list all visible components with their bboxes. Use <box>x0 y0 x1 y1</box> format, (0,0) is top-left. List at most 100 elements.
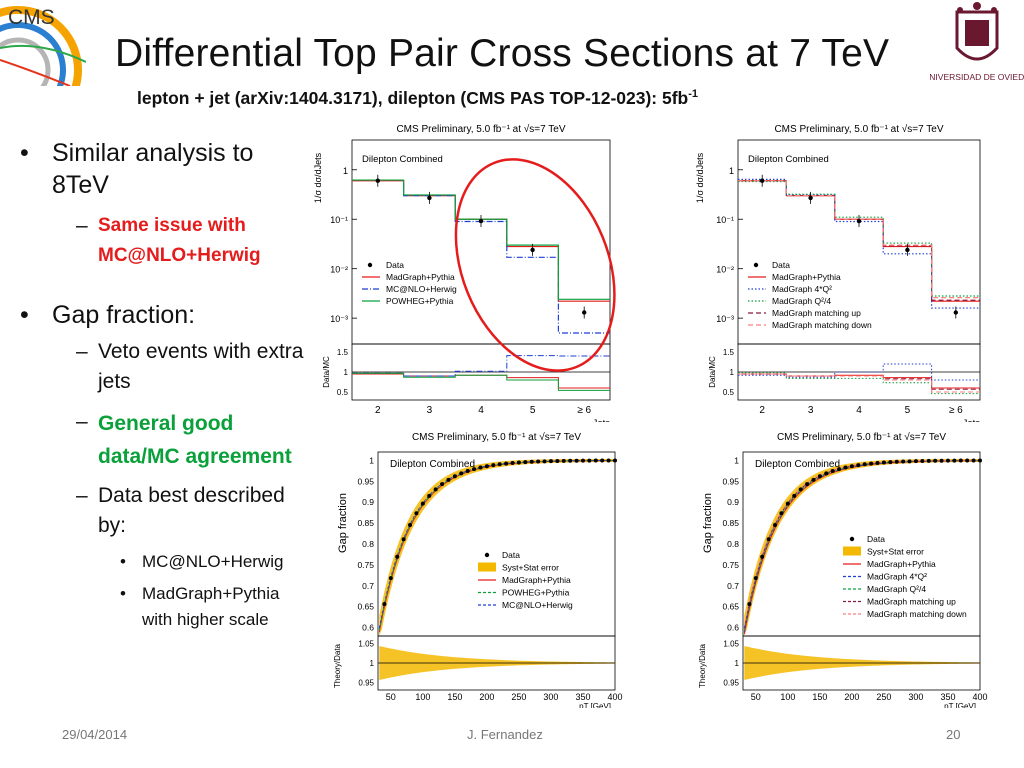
data-point <box>837 467 842 472</box>
mc-curve <box>378 460 614 633</box>
x-tick-label: 150 <box>812 692 827 702</box>
data-point <box>901 459 906 464</box>
data-point <box>587 458 592 463</box>
chart-gap-fraction-madgraph-variations: CMS Preliminary, 5.0 fb⁻¹ at √s=7 TeV 1 0.… <box>698 431 988 708</box>
legend-entry: MadGraph Q²/4 <box>867 584 926 594</box>
chart-header: CMS Preliminary, 5.0 fb⁻¹ at √s=7 TeV <box>396 123 565 135</box>
data-point <box>785 501 790 506</box>
ratio-series-line <box>352 372 610 391</box>
university-logo: UNIVERSIDAD DE OVIEDO <box>923 0 1024 86</box>
ratio-tick-label: 0.95 <box>723 678 739 687</box>
data-point <box>830 469 835 474</box>
data-point <box>600 458 605 463</box>
legend-entry: Syst+Stat error <box>502 563 559 573</box>
y-tick-label: 1 <box>343 166 348 176</box>
y-tick-label: 0.65 <box>357 602 374 612</box>
y-tick-label: 0.85 <box>357 518 374 528</box>
data-point <box>965 458 970 463</box>
data-point <box>555 459 560 464</box>
subsub-item-madgraph: • MadGraph+Pythia with higher scale <box>120 584 280 629</box>
legend-entry: Data <box>772 260 790 270</box>
y-tick-label: 0.75 <box>722 560 739 570</box>
y-axis-label: 1/σ dσ/dJets <box>695 152 705 203</box>
legend-marker <box>849 536 855 542</box>
data-point <box>856 218 862 224</box>
ratio-tick-label: 1.5 <box>337 348 349 357</box>
data-point <box>536 459 541 464</box>
data-point <box>530 247 535 253</box>
data-point <box>953 310 958 315</box>
data-point <box>459 471 464 476</box>
data-point <box>978 458 982 463</box>
data-point <box>760 554 765 559</box>
plot-label: Dilepton Combined <box>748 154 829 165</box>
data-point <box>574 458 579 463</box>
y-axis-label: Gap fraction <box>337 493 349 553</box>
x-tick-label: 4 <box>478 405 484 416</box>
y-tick-label: 10⁻¹ <box>716 215 734 225</box>
data-point <box>568 458 573 463</box>
legend-entry: MadGraph Q²/4 <box>772 296 831 306</box>
data-point <box>375 178 380 183</box>
legend-entry: MadGraph matching down <box>772 320 872 330</box>
x-tick-label: 50 <box>751 692 761 702</box>
footer-page-number: 20 <box>946 727 961 742</box>
bullet-dot: • <box>20 301 29 329</box>
ratio-tick-label: 1 <box>730 368 735 377</box>
ratio-axis-label: Data/MC <box>708 356 717 388</box>
ratio-axis-label: Theory/Data <box>698 643 707 688</box>
ratio-tick-label: 1 <box>370 659 375 668</box>
mc-curve <box>378 460 614 631</box>
y-tick-label: 1 <box>734 455 739 465</box>
x-tick-label: ≥ 6 <box>949 405 963 416</box>
y-tick-label: 0.65 <box>722 602 739 612</box>
data-point <box>497 462 502 467</box>
ratio-tick-label: 1 <box>344 368 349 377</box>
y-tick-label: 0.8 <box>727 539 739 549</box>
data-point <box>766 537 771 542</box>
legend-entry: MadGraph+Pythia <box>867 559 936 569</box>
data-point <box>869 461 874 466</box>
uncertainty-band <box>379 459 615 636</box>
mc-series-line <box>738 178 980 309</box>
ratio-tick-label: 1.05 <box>723 640 739 649</box>
mc-series-line <box>738 180 980 299</box>
legend-entry: MC@NLO+Herwig <box>386 284 457 294</box>
data-point <box>747 602 752 607</box>
data-point <box>773 522 778 527</box>
data-point <box>420 501 425 506</box>
data-point <box>779 511 784 516</box>
data-point <box>440 482 445 487</box>
x-tick-label: 2 <box>375 405 381 416</box>
x-tick-label: 150 <box>447 692 462 702</box>
x-tick-label: 5 <box>530 405 536 416</box>
legend-entry: MadGraph+Pythia <box>386 272 455 282</box>
highlight-ellipse <box>454 158 616 372</box>
y-tick-label: 1 <box>729 166 734 176</box>
x-tick-label: 3 <box>808 405 814 416</box>
y-tick-label: 0.9 <box>362 497 374 507</box>
legend-entry: MadGraph matching down <box>867 609 967 619</box>
svg-text:CMS: CMS <box>8 6 55 29</box>
sub-item-same-issue: – Same issue with MC@NLO+Herwig <box>76 214 261 266</box>
data-point <box>905 247 910 253</box>
bullet-item-gap: • Gap fraction: <box>20 301 196 329</box>
data-point <box>933 458 938 463</box>
legend-entry: MadGraph matching up <box>772 308 861 318</box>
data-point <box>805 482 810 487</box>
mc-series-line <box>738 180 980 301</box>
legend-marker <box>367 262 373 268</box>
x-tick-label: 5 <box>905 405 911 416</box>
ratio-tick-label: 1.05 <box>358 640 374 649</box>
x-axis-label: pT [GeV] <box>579 702 611 708</box>
legend-entry: POWHEG+Pythia <box>386 296 454 306</box>
y-tick-label: 0.7 <box>362 581 374 591</box>
data-point <box>478 218 484 224</box>
data-point <box>593 458 598 463</box>
x-tick-label: 50 <box>386 692 396 702</box>
data-point <box>484 464 489 469</box>
data-point <box>388 576 393 581</box>
data-point <box>875 460 880 465</box>
data-point <box>824 471 829 476</box>
y-tick-label: 10⁻¹ <box>330 215 348 225</box>
